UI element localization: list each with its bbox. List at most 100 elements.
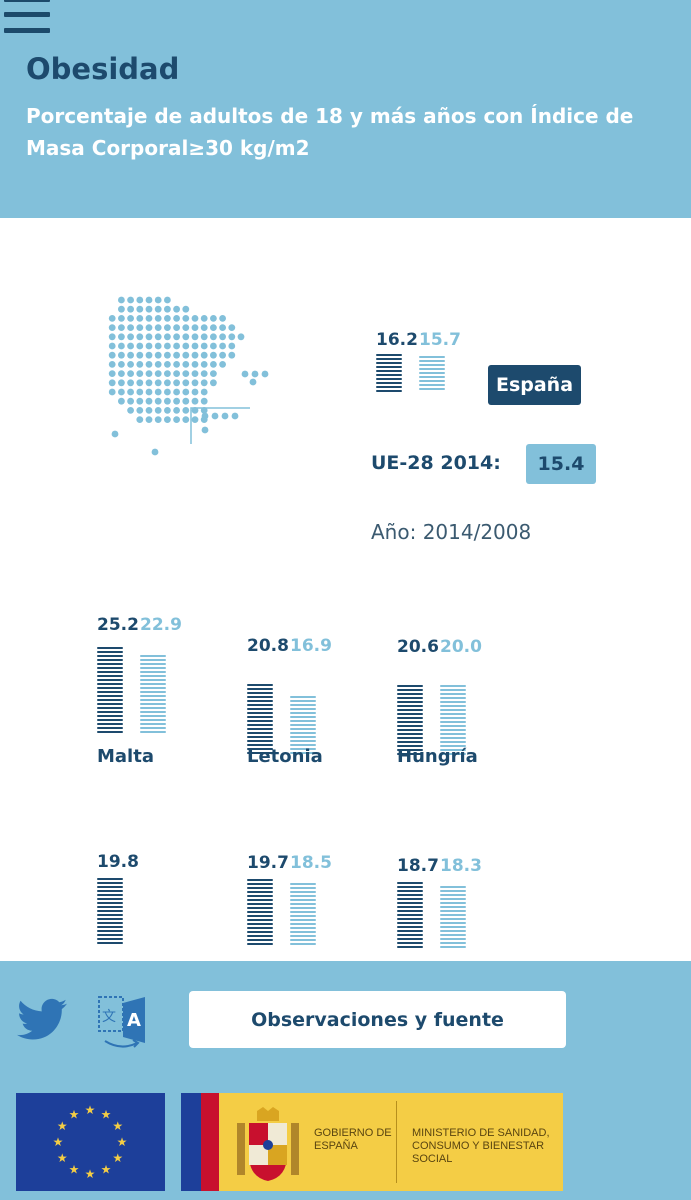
map-dot (145, 388, 153, 396)
map-dot (173, 342, 180, 350)
map-dot (118, 333, 125, 341)
map-dot (191, 379, 199, 387)
map-dot (241, 370, 249, 378)
header: Obesidad Porcentaje de adultos de 18 y m… (0, 0, 691, 218)
country-bar-group: 20.8 16.9 (247, 636, 357, 754)
country-bar-group: 20.6 20.0 (397, 637, 507, 755)
map-dot (164, 351, 171, 359)
map-dot (127, 361, 134, 368)
map-dot (154, 315, 162, 322)
map-dot (145, 305, 153, 313)
map-dot (154, 416, 162, 423)
map-dot (145, 296, 153, 304)
government-logo: GOBIERNO DE ESPAÑA MINISTERIO DE SANIDAD… (181, 1093, 563, 1191)
map-dot (136, 397, 144, 405)
map-dot (210, 315, 217, 322)
map-dot (118, 379, 125, 387)
map-dot (182, 407, 190, 414)
map-dot (219, 324, 226, 331)
observations-button[interactable]: Observaciones y fuente (189, 991, 566, 1048)
eu-star-icon: ★ (85, 1167, 96, 1181)
bar-previous (419, 354, 445, 390)
map-dot (228, 333, 236, 341)
country-value-recent: 18.7 (397, 856, 439, 876)
map-dot (118, 351, 125, 359)
map-dot (127, 315, 134, 322)
country-value-recent: 25.2 (97, 615, 139, 635)
map-dot (145, 361, 153, 368)
translate-icon[interactable]: A 文 (97, 993, 149, 1051)
eu-flag-logo: ★★★★★★★★★ ★ ★★ (16, 1093, 165, 1191)
eu-star-icon: ★ (57, 1151, 68, 1165)
map-dot (108, 379, 116, 387)
map-dot (154, 361, 162, 368)
map-dot (182, 379, 190, 387)
map-dot (191, 370, 199, 377)
map-dot (136, 361, 144, 368)
map-dot (191, 416, 199, 423)
spain-badge: España (488, 365, 581, 405)
map-dot (173, 315, 180, 322)
svg-text:文: 文 (102, 1009, 116, 1025)
map-dot (127, 379, 134, 387)
map-dot (145, 351, 153, 359)
country-value-recent: 19.8 (97, 852, 139, 872)
map-dot (164, 416, 171, 423)
map-dot (136, 351, 144, 359)
country-value-previous: 20.0 (440, 637, 482, 657)
map-dot (182, 388, 190, 396)
map-dot (210, 342, 217, 350)
map-dot (228, 324, 236, 331)
map-dot (200, 397, 208, 405)
map-dot (127, 370, 134, 377)
map-dot (108, 324, 116, 331)
map-dot (136, 407, 144, 414)
map-dot (136, 333, 144, 341)
map-dot (173, 351, 180, 359)
spain-value-previous: 15.7 (419, 330, 461, 350)
map-dot (118, 388, 125, 396)
menu-icon[interactable] (4, 0, 50, 36)
map-dot (145, 379, 153, 387)
map-dot (219, 315, 226, 322)
map-dot (210, 333, 217, 341)
map-dot (191, 351, 199, 359)
country-bar-group: 19.8 (97, 852, 207, 947)
map-dot (164, 315, 171, 322)
map-dot (211, 412, 219, 420)
map-dot (145, 342, 153, 350)
map-dot (108, 361, 116, 368)
map-dot (200, 333, 208, 341)
bar-previous (140, 653, 166, 733)
map-dot (173, 333, 180, 341)
map-dot (145, 416, 153, 423)
twitter-icon[interactable] (17, 997, 67, 1042)
map-dot (182, 370, 190, 377)
map-dot (154, 388, 162, 396)
map-dot (228, 351, 236, 359)
ministry-name-text: MINISTERIO DE SANIDAD, CONSUMO Y BIENEST… (412, 1127, 550, 1165)
coat-of-arms-icon (237, 1107, 299, 1181)
map-dot (201, 412, 209, 420)
map-dot (164, 361, 171, 368)
map-dot (182, 333, 190, 341)
map-dot (118, 296, 125, 304)
map-dot (127, 407, 134, 414)
map-dot (136, 296, 144, 304)
map-dot (136, 416, 144, 423)
map-dot (182, 324, 190, 331)
map-dot (127, 351, 134, 359)
map-dot (145, 315, 153, 322)
map-dot (136, 379, 144, 387)
map-dot (118, 397, 125, 405)
eu-star-icon: ★ (57, 1119, 68, 1133)
spain-dot-map (108, 296, 269, 456)
map-dot (111, 430, 119, 438)
map-dot (145, 370, 153, 377)
map-dot (154, 296, 162, 304)
map-dot (118, 370, 125, 377)
map-dot (200, 324, 208, 331)
map-dot (154, 351, 162, 359)
year-label: Año: 2014/2008 (371, 520, 532, 544)
eu-star-icon: ★ (117, 1135, 128, 1149)
